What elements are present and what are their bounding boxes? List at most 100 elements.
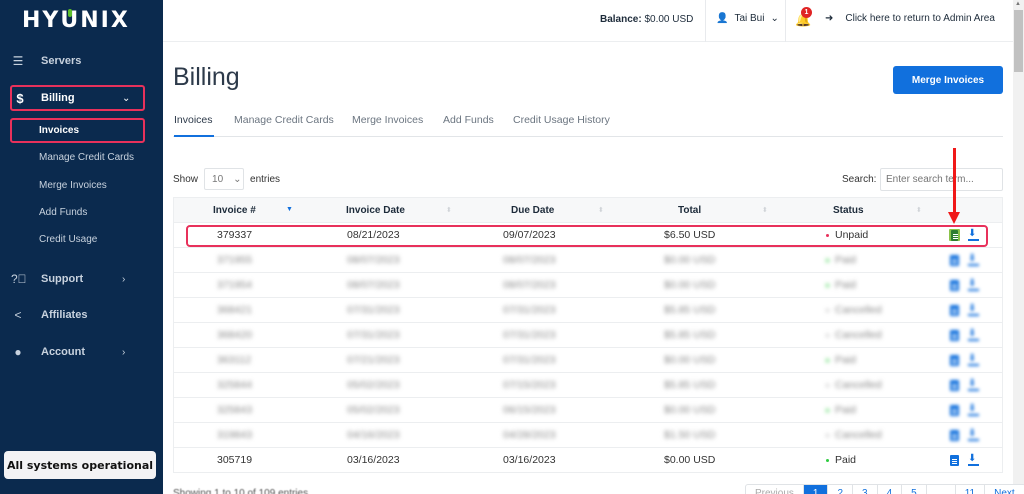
page-previous-button[interactable]: Previous xyxy=(746,485,804,494)
table-row[interactable]: 371954 08/07/2023 08/07/2023 $0.00 USD P… xyxy=(173,273,1003,298)
row-actions xyxy=(949,228,979,241)
status-badge: Unpaid xyxy=(826,229,868,241)
page-ellipsis-button[interactable]: … xyxy=(927,485,956,494)
sidebar-subitem-add-funds[interactable]: Add Funds xyxy=(39,207,88,218)
invoice-date: 07/31/2023 xyxy=(347,304,400,316)
user-menu[interactable]: 👤 Tai Bui ⌄ xyxy=(716,13,779,24)
download-icon xyxy=(968,253,979,266)
due-date: 03/16/2023 xyxy=(503,454,556,466)
entries-select[interactable]: 10 ⌄ xyxy=(204,168,245,190)
column-header-due-date[interactable]: Due Date xyxy=(511,205,555,216)
invoice-number[interactable]: 371955 xyxy=(217,254,253,266)
invoice-number[interactable]: 379337 xyxy=(217,229,253,241)
table-row[interactable]: 305719 03/16/2023 03/16/2023 $0.00 USD P… xyxy=(173,448,1003,473)
sort-icon[interactable]: ⬍ xyxy=(446,207,452,214)
sort-icon[interactable]: ⬍ xyxy=(598,207,604,214)
sort-icon[interactable]: ⬍ xyxy=(762,207,768,214)
row-actions xyxy=(949,378,979,391)
column-header-total[interactable]: Total xyxy=(678,205,702,216)
view-invoice-button[interactable] xyxy=(949,279,960,291)
download-invoice-button[interactable] xyxy=(968,303,979,316)
system-status-button[interactable]: All systems operational xyxy=(4,451,156,479)
download-invoice-button[interactable] xyxy=(968,353,979,366)
sidebar-subitem-manage-credit-cards[interactable]: Manage Credit Cards xyxy=(39,152,135,163)
download-invoice-button[interactable] xyxy=(968,228,979,241)
sort-desc-icon[interactable]: ▼ xyxy=(286,206,293,213)
sidebar-item-account[interactable]: ● Account › xyxy=(0,339,163,365)
table-row[interactable]: 319843 04/16/2023 04/28/2023 $1.50 USD C… xyxy=(173,423,1003,448)
scroll-up-icon[interactable]: ▲ xyxy=(1015,1,1021,7)
tab-add-funds[interactable]: Add Funds xyxy=(443,114,494,126)
page-1-button[interactable]: 1 xyxy=(803,485,829,494)
download-invoice-button[interactable] xyxy=(968,253,979,266)
invoice-number[interactable]: 319843 xyxy=(217,429,253,441)
arrow-head-icon xyxy=(948,212,960,224)
table-row[interactable]: 368420 07/31/2023 07/31/2023 $5.85 USD C… xyxy=(173,323,1003,348)
tab-invoices[interactable]: Invoices xyxy=(174,114,213,126)
download-invoice-button[interactable] xyxy=(968,403,979,416)
column-header-invoice[interactable]: Invoice # xyxy=(213,205,256,216)
page-5-button[interactable]: 5 xyxy=(902,485,927,494)
view-invoice-button[interactable] xyxy=(949,329,960,341)
sidebar-subitem-merge-invoices[interactable]: Merge Invoices xyxy=(39,180,107,191)
table-row[interactable]: 379337 08/21/2023 09/07/2023 $6.50 USD U… xyxy=(173,223,1003,248)
page-scrollbar[interactable]: ▲ ▼ xyxy=(1013,0,1024,494)
invoice-number[interactable]: 325843 xyxy=(217,404,253,416)
invoice-date: 05/02/2023 xyxy=(347,379,400,391)
merge-invoices-button[interactable]: Merge Invoices xyxy=(893,66,1003,94)
view-invoice-button[interactable] xyxy=(949,304,960,316)
view-invoice-button[interactable] xyxy=(949,229,960,241)
sidebar-subitem-invoices[interactable]: Invoices xyxy=(10,118,145,143)
download-invoice-button[interactable] xyxy=(968,328,979,341)
invoice-number[interactable]: 363112 xyxy=(217,354,252,366)
view-invoice-button[interactable] xyxy=(949,379,960,391)
scroll-thumb[interactable] xyxy=(1014,10,1023,72)
table-row[interactable]: 371955 08/07/2023 08/07/2023 $0.00 USD P… xyxy=(173,248,1003,273)
table-row[interactable]: 368421 07/31/2023 07/31/2023 $5.85 USD C… xyxy=(173,298,1003,323)
sidebar-item-affiliates[interactable]: < Affiliates xyxy=(0,302,163,328)
tab-credit-usage-history[interactable]: Credit Usage History xyxy=(513,114,610,126)
page-2-button[interactable]: 2 xyxy=(828,485,854,494)
invoice-date: 07/21/2023 xyxy=(347,354,400,366)
table-row[interactable]: 363112 07/21/2023 07/31/2023 $0.00 USD P… xyxy=(173,348,1003,373)
search-input[interactable] xyxy=(880,168,1003,191)
view-invoice-button[interactable] xyxy=(949,429,960,441)
sort-icon[interactable]: ⬍ xyxy=(916,207,922,214)
table-row[interactable]: 325844 05/02/2023 07/15/2023 $5.85 USD C… xyxy=(173,373,1003,398)
page-3-button[interactable]: 3 xyxy=(853,485,878,494)
page-4-button[interactable]: 4 xyxy=(878,485,903,494)
table-row[interactable]: 325843 05/02/2023 06/15/2023 $0.00 USD P… xyxy=(173,398,1003,423)
status-dot xyxy=(826,258,829,262)
page-11-button[interactable]: 11 xyxy=(956,485,986,494)
column-header-invoice-date[interactable]: Invoice Date xyxy=(346,205,405,216)
server-icon: ☰ xyxy=(12,54,24,68)
sidebar-item-billing[interactable]: $ Billing ⌄ xyxy=(10,85,145,111)
tab-manage-credit-cards[interactable]: Manage Credit Cards xyxy=(234,114,334,126)
tab-merge-invoices[interactable]: Merge Invoices xyxy=(352,114,424,126)
download-invoice-button[interactable] xyxy=(968,453,979,466)
invoice-number[interactable]: 368421 xyxy=(217,304,253,316)
logo[interactable]: HYUNIX xyxy=(22,8,130,33)
invoice-number[interactable]: 305719 xyxy=(217,454,253,466)
invoice-number[interactable]: 368420 xyxy=(217,329,253,341)
invoice-number[interactable]: 371954 xyxy=(217,279,253,291)
sidebar-subitem-credit-usage[interactable]: Credit Usage xyxy=(39,234,98,245)
download-invoice-button[interactable] xyxy=(968,278,979,291)
status-badge: Paid xyxy=(826,354,856,366)
download-invoice-button[interactable] xyxy=(968,428,979,441)
invoice-number[interactable]: 325844 xyxy=(217,379,253,391)
view-invoice-button[interactable] xyxy=(949,454,960,466)
column-header-status[interactable]: Status xyxy=(833,205,864,216)
invoice-date: 07/31/2023 xyxy=(347,329,400,341)
status-badge: Cancelled xyxy=(826,329,882,341)
sidebar-item-servers[interactable]: ☰ Servers xyxy=(0,48,163,74)
document-icon xyxy=(950,454,959,466)
view-invoice-button[interactable] xyxy=(949,354,960,366)
sidebar-item-support[interactable]: ?⃝ Support › xyxy=(0,266,163,292)
download-invoice-button[interactable] xyxy=(968,378,979,391)
view-invoice-button[interactable] xyxy=(949,404,960,416)
page-next-button[interactable]: Next xyxy=(985,485,1024,494)
return-admin-link[interactable]: ➜ Click here to return to Admin Area xyxy=(825,13,995,24)
view-invoice-button[interactable] xyxy=(949,254,960,266)
document-icon xyxy=(950,429,959,441)
